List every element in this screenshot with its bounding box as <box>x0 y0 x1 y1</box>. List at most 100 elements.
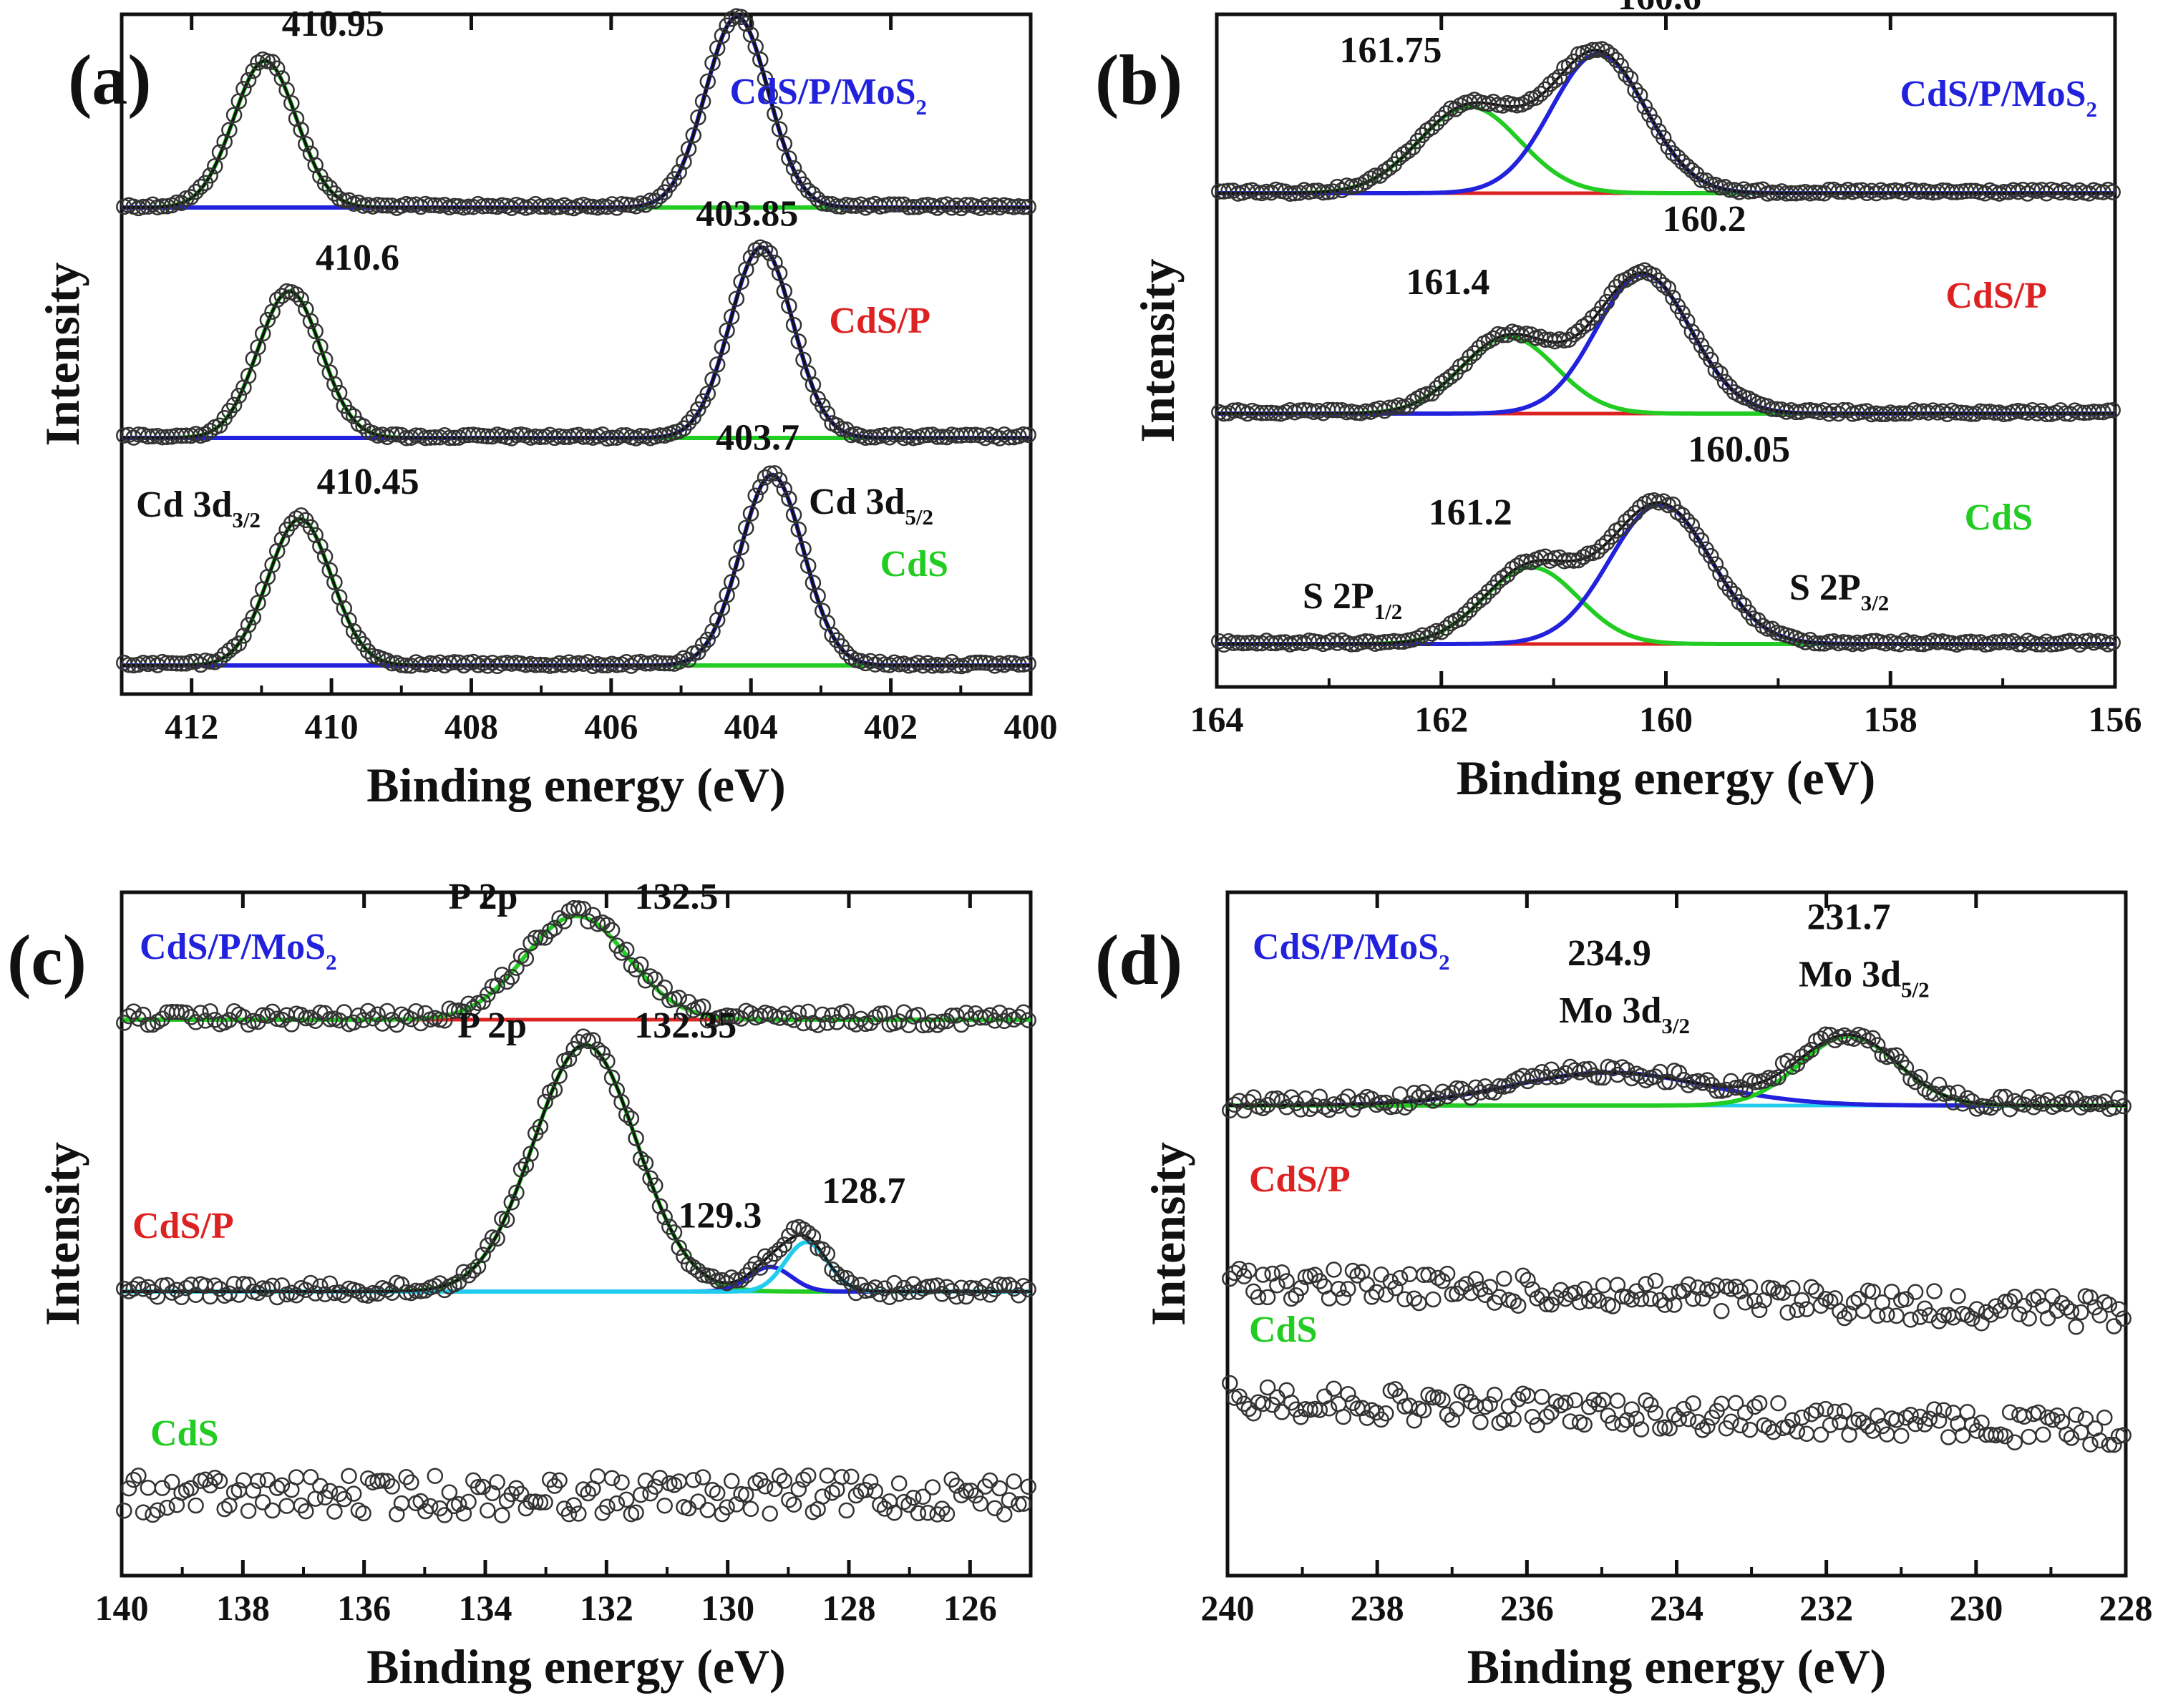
data-point <box>1457 605 1474 623</box>
data-point <box>632 956 649 973</box>
data-point <box>498 973 515 990</box>
peak-label: 403.7 <box>716 418 799 459</box>
data-point <box>2091 1432 2108 1449</box>
orbital-annotation: Cd 3d3/2 <box>136 484 261 532</box>
data-point <box>1245 1405 1262 1422</box>
data-point <box>1326 1380 1342 1397</box>
data-point <box>771 1468 788 1484</box>
data-point <box>690 1262 706 1279</box>
panel-label: (c) <box>7 920 87 1000</box>
data-point <box>967 1280 984 1297</box>
data-point <box>651 984 669 1001</box>
data-point <box>1727 1079 1744 1096</box>
data-point <box>1638 1392 1654 1409</box>
data-point <box>1688 329 1705 346</box>
data-point <box>336 1490 353 1508</box>
data-point <box>565 899 582 917</box>
data-point <box>302 1469 319 1485</box>
data-point <box>235 1276 252 1292</box>
data-point <box>120 1480 137 1497</box>
data-point <box>221 122 238 138</box>
data-point <box>1480 583 1497 600</box>
data-point <box>1368 1284 1385 1301</box>
series-label: CdS/P/MoS2 <box>1253 927 1450 975</box>
data-point <box>1968 1301 1985 1317</box>
data-point <box>1779 1304 1796 1321</box>
data-point <box>647 971 663 987</box>
data-point <box>546 1081 563 1098</box>
data-point <box>316 548 334 565</box>
data-point <box>1746 1292 1763 1309</box>
data-point <box>1594 299 1610 316</box>
data-point <box>1283 1290 1300 1307</box>
data-point <box>671 990 687 1006</box>
data-point <box>699 73 716 90</box>
data-point <box>781 298 797 314</box>
data-point <box>1935 1402 1952 1419</box>
series-label: CdS <box>880 544 948 585</box>
data-point <box>1940 1085 1957 1101</box>
data-point <box>1315 184 1331 201</box>
data-point <box>1472 1281 1489 1297</box>
data-point <box>1665 496 1681 513</box>
series-label-main: CdS/P/MoS <box>1253 927 1439 967</box>
data-point <box>1655 493 1672 509</box>
data-point <box>1428 380 1445 396</box>
data-point <box>1420 1267 1437 1283</box>
data-point <box>512 1161 530 1178</box>
data-point <box>1439 1265 1456 1282</box>
data-point <box>1665 145 1681 162</box>
envelope-curve <box>122 1043 1031 1293</box>
data-point <box>1518 94 1535 111</box>
data-point <box>1537 81 1554 98</box>
data-point <box>1438 105 1454 122</box>
data-point <box>575 1481 592 1498</box>
series-label: CdS/P <box>829 301 930 341</box>
data-point <box>1344 1395 1361 1412</box>
data-point <box>1524 1408 1541 1425</box>
data-point <box>1950 1084 1966 1101</box>
data-point <box>1855 1302 1872 1319</box>
data-point <box>757 1478 774 1495</box>
data-point <box>293 1007 309 1023</box>
data-point <box>1434 1392 1451 1408</box>
data-point <box>1373 1266 1389 1283</box>
x-axis: 412 410 408 406 404 402 400 <box>165 14 1058 746</box>
data-point <box>2001 1293 2018 1309</box>
data-point <box>1510 1391 1527 1407</box>
data-point <box>475 1246 491 1264</box>
data-point <box>240 1016 257 1033</box>
data-point <box>599 1053 616 1070</box>
data-point <box>560 1506 578 1523</box>
data-point <box>1485 94 1502 110</box>
data-point <box>359 1470 376 1487</box>
data-point <box>2110 1301 2127 1317</box>
data-point <box>1703 351 1719 369</box>
data-point <box>1741 1421 1759 1438</box>
data-point <box>694 1469 711 1485</box>
data-point <box>699 385 716 402</box>
data-point <box>149 1288 166 1305</box>
data-point <box>1784 1412 1801 1429</box>
data-point <box>1425 1389 1442 1406</box>
data-point <box>1391 1388 1409 1405</box>
data-point <box>1401 1397 1418 1414</box>
data-point <box>570 1506 587 1522</box>
data-point <box>1011 1009 1027 1025</box>
data-point <box>2068 1090 2084 1107</box>
data-point <box>1567 1392 1583 1409</box>
data-point <box>1751 1302 1768 1319</box>
data-point <box>805 186 822 202</box>
data-point <box>1589 543 1605 560</box>
data-point <box>799 1467 817 1484</box>
x-tick-label: 228 <box>2099 1588 2153 1628</box>
data-point <box>1396 1099 1413 1116</box>
data-point <box>915 1488 931 1506</box>
panel-c: 140 138 136 134 132 130 128 126 Binding energy (… <box>7 877 1036 1694</box>
data-point <box>1988 1298 2004 1314</box>
data-point <box>733 539 749 556</box>
data-point <box>929 1506 946 1523</box>
data-point <box>1433 623 1450 640</box>
data-point <box>1836 1309 1853 1327</box>
data-point <box>1618 66 1634 83</box>
